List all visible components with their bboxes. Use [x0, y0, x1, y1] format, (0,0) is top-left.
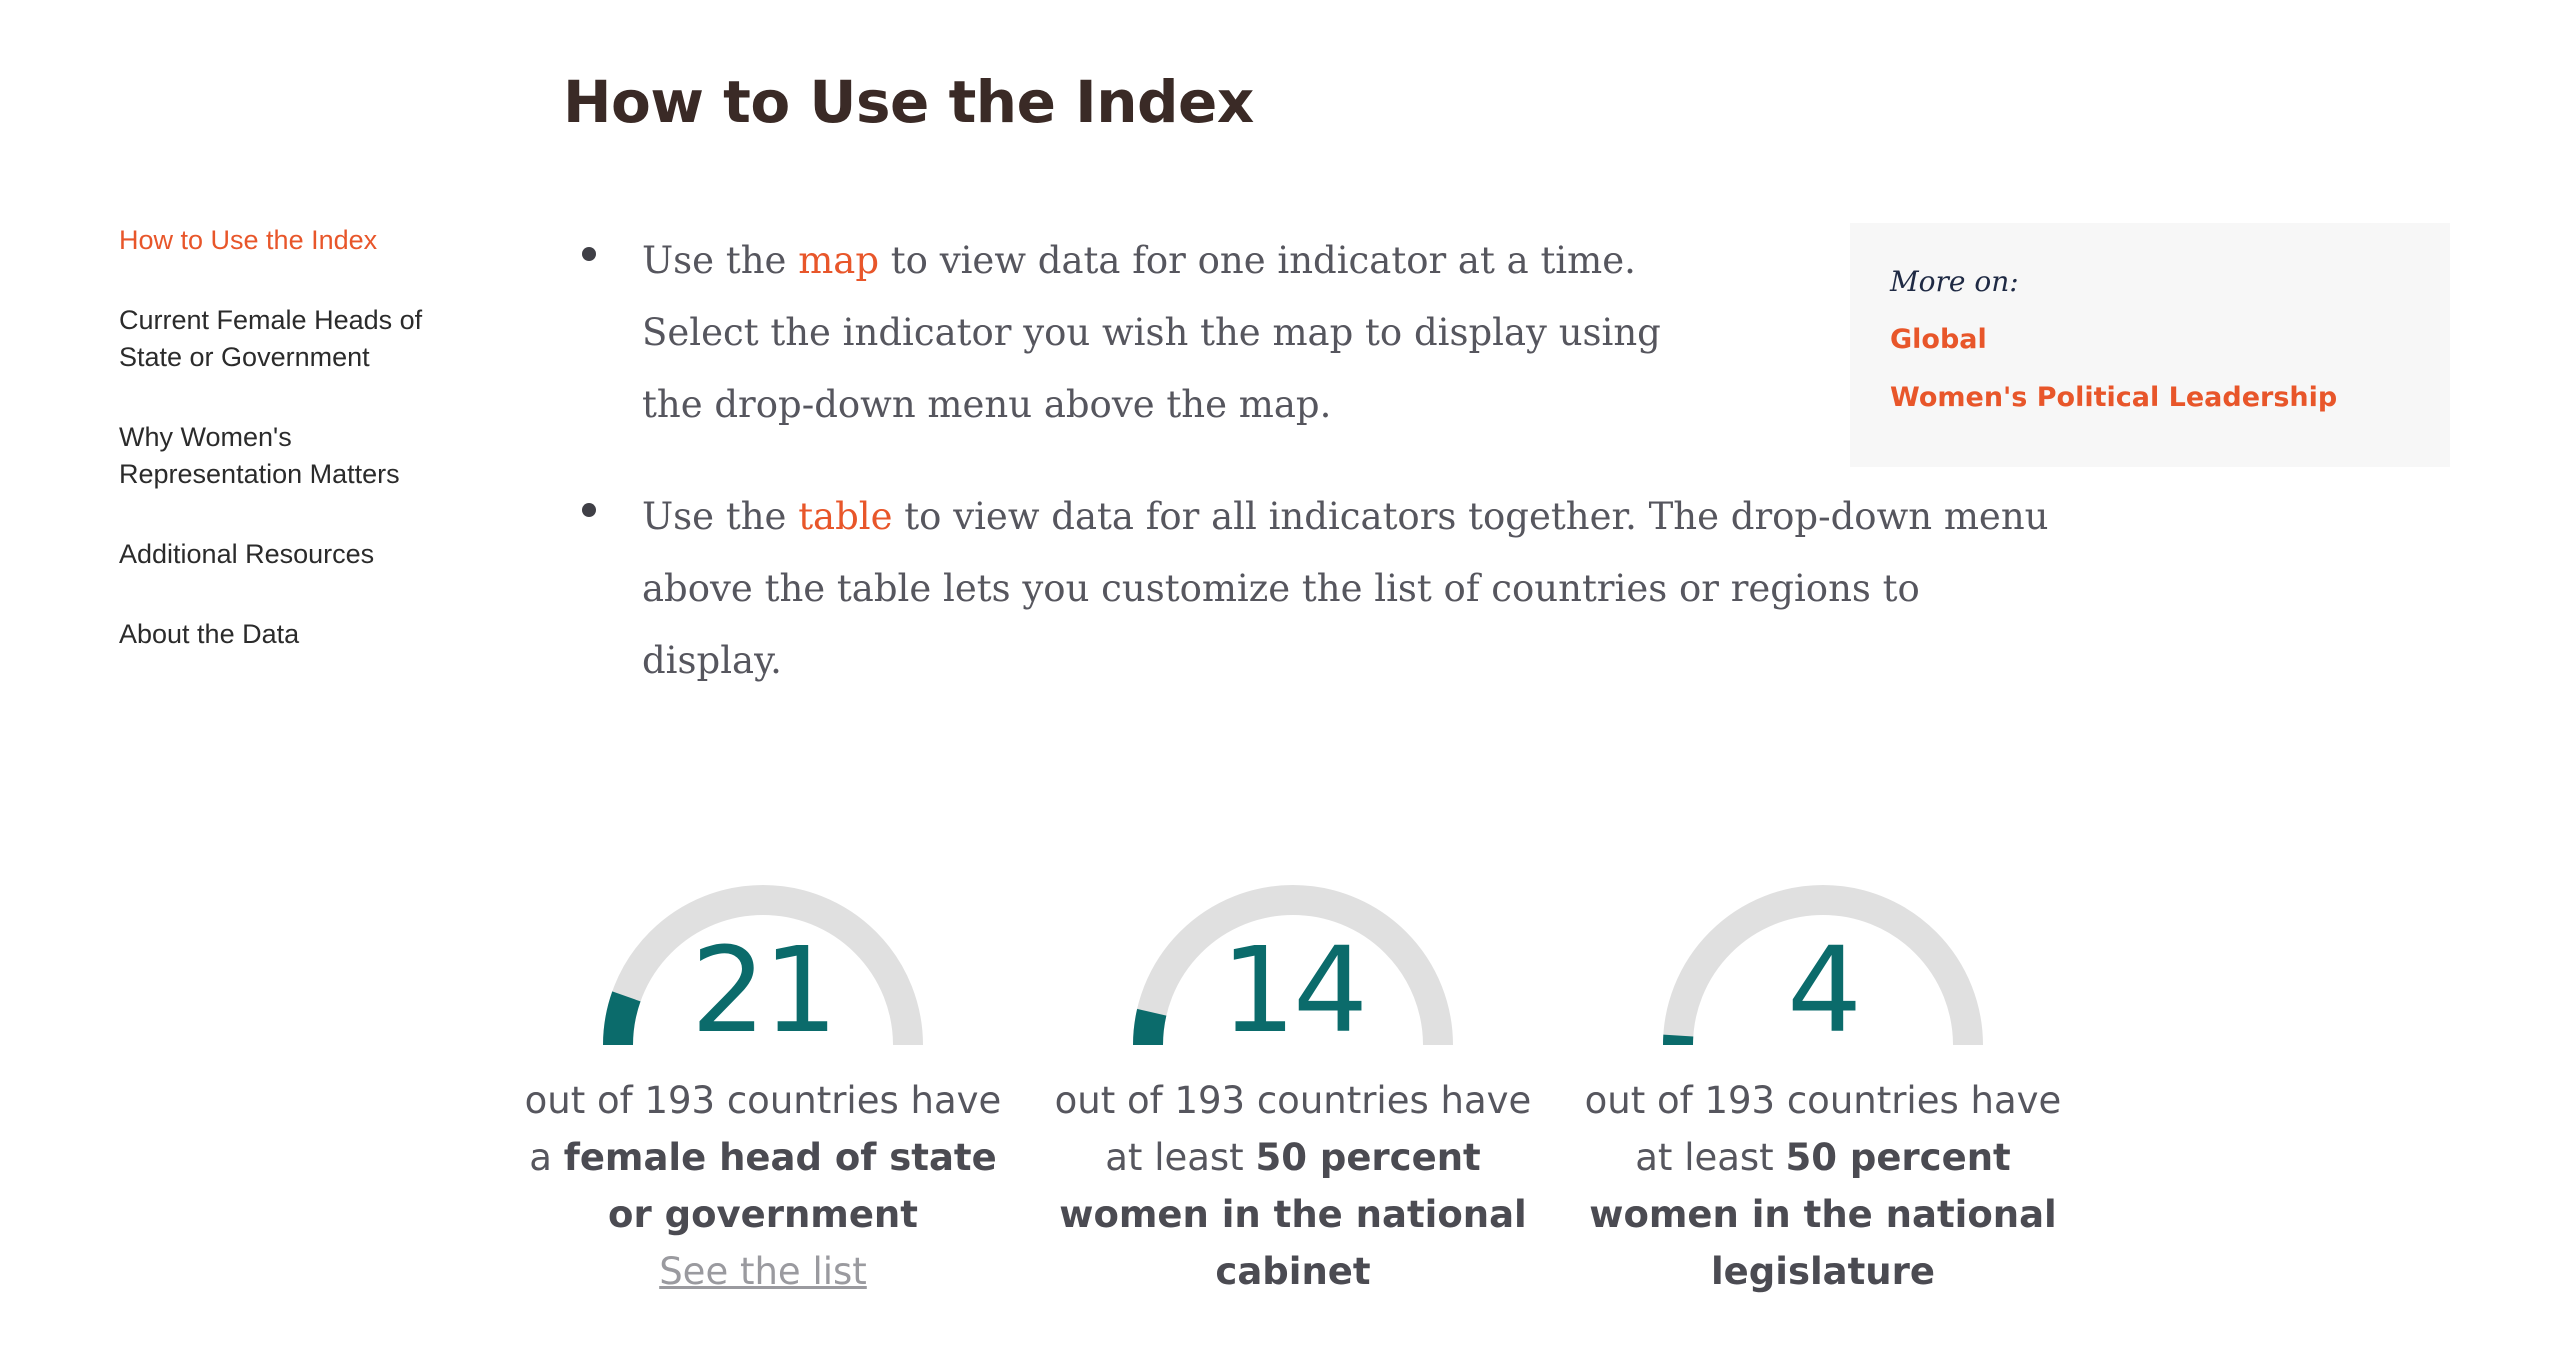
bullet-text: to view data for all indicators together…	[642, 495, 2049, 682]
sidebar-item-label: Current Female Heads of	[119, 305, 423, 335]
sidebar-item-label: About the Data	[119, 619, 300, 649]
bullet-icon	[582, 247, 596, 261]
stat-cabinet: 14 out of 193 countries have at least 50…	[1053, 880, 1533, 1300]
instructions-list: Use the map to view data for one indicat…	[582, 225, 2048, 737]
stat-text-bold: 50 percent women in the national legisla…	[1589, 1136, 2057, 1293]
sidebar-item-why-representation[interactable]: Why Women's Representation Matters	[119, 419, 479, 493]
stat-value: 21	[690, 921, 838, 1059]
see-the-list-link[interactable]: See the list	[659, 1250, 867, 1293]
sidebar-item-label: Additional Resources	[119, 539, 375, 569]
more-on-link-womens-political-leadership[interactable]: Women's Political Leadership	[1890, 382, 2338, 413]
more-on-link-global[interactable]: Global	[1890, 324, 1987, 355]
sidebar-item-about-data[interactable]: About the Data	[119, 616, 479, 653]
sidebar-nav: How to Use the Index Current Female Head…	[119, 222, 479, 696]
bullet-text: to view data for one indicator at a time…	[642, 239, 1661, 426]
stat-text-bold: female head of state or government	[563, 1136, 997, 1236]
stat-text-bold: 50 percent women in the national cabinet	[1059, 1136, 1527, 1293]
sidebar-item-additional-resources[interactable]: Additional Resources	[119, 536, 479, 573]
sidebar-item-label: How to Use the Index	[119, 225, 378, 255]
gauge-track	[1133, 885, 1453, 1046]
gauge-fill	[603, 991, 641, 1046]
stat-legislature: 4 out of 193 countries have at least 50 …	[1583, 880, 2063, 1300]
gauge-track	[603, 885, 923, 1046]
gauge-chart	[603, 885, 923, 1046]
stat-text-plain: at least	[1105, 1136, 1256, 1179]
stat-prefix: out of 193 countries have	[1054, 1079, 1532, 1122]
more-on-label: More on:	[1890, 265, 2019, 298]
bullet-icon	[582, 503, 596, 517]
sidebar-item-label: Representation Matters	[119, 459, 400, 489]
stat-description: out of 193 countries have a female head …	[523, 1072, 1003, 1243]
sidebar-item-label: State or Government	[119, 342, 370, 372]
stat-text-plain: a	[529, 1136, 564, 1179]
sidebar-item-label: Why Women's	[119, 422, 292, 452]
gauge: 4	[1583, 880, 2063, 1050]
stat-description: out of 193 countries have at least 50 pe…	[1583, 1072, 2063, 1300]
gauge-chart	[1133, 885, 1453, 1046]
gauge: 14	[1053, 880, 1533, 1050]
list-item: Use the map to view data for one indicat…	[582, 225, 1722, 441]
gauge-track	[1663, 885, 1983, 1046]
stat-prefix: out of 193 countries have	[1584, 1079, 2062, 1122]
sidebar-item-current-heads[interactable]: Current Female Heads of State or Governm…	[119, 302, 479, 376]
sidebar-item-how-to-use[interactable]: How to Use the Index	[119, 222, 479, 259]
stat-value: 14	[1220, 921, 1368, 1059]
list-item: Use the table to view data for all indic…	[582, 481, 2062, 697]
more-on-box: More on: Global Women's Political Leader…	[1850, 223, 2450, 467]
gauge-fill	[1133, 1008, 1167, 1046]
map-link[interactable]: map	[798, 239, 880, 282]
page-title: How to Use the Index	[563, 68, 1254, 136]
bullet-text: Use the	[642, 495, 799, 538]
stat-female-heads: 21 out of 193 countries have a female he…	[523, 880, 1003, 1300]
gauge-chart	[1663, 885, 1983, 1046]
table-link[interactable]: table	[798, 495, 893, 538]
bullet-text: Use the	[642, 239, 799, 282]
stat-prefix: out of 193 countries have	[524, 1079, 1002, 1122]
stat-description: out of 193 countries have at least 50 pe…	[1053, 1072, 1533, 1300]
stat-text-plain: at least	[1635, 1136, 1786, 1179]
stat-value: 4	[1786, 921, 1862, 1059]
gauge: 21	[523, 880, 1003, 1050]
